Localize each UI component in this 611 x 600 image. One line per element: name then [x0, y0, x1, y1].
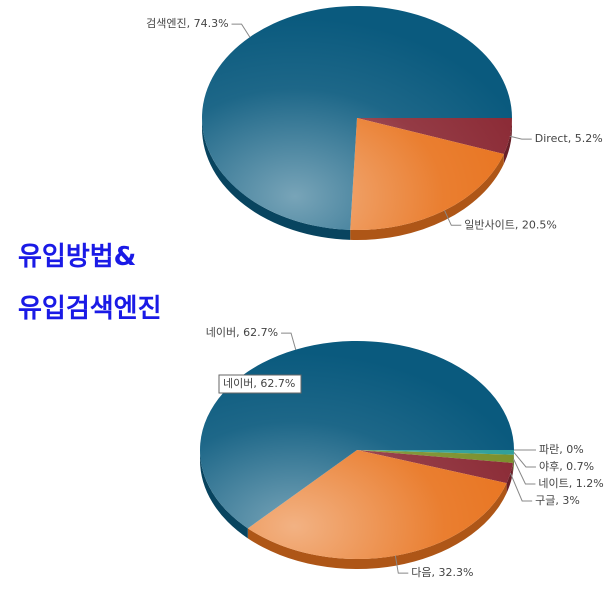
data-label: 일반사이트, 20.5%	[464, 217, 557, 231]
data-label: 야후, 0.7%	[539, 460, 594, 473]
pie-side	[202, 118, 351, 240]
data-label: 네이트, 1.2%	[538, 477, 603, 490]
leader-line	[509, 472, 533, 502]
data-label: 다음, 32.3%	[411, 566, 473, 579]
pie-side	[503, 118, 512, 164]
pie-shine	[200, 341, 514, 559]
leader-line	[444, 210, 462, 226]
data-label: Direct, 5.2%	[535, 132, 603, 145]
pie-side	[200, 450, 248, 539]
leader-line	[513, 458, 536, 485]
pie-side	[506, 462, 513, 494]
leader-line	[394, 555, 409, 574]
leader-line	[509, 135, 532, 140]
heading: 유입방법&	[18, 242, 136, 272]
pie-side	[247, 483, 507, 569]
leader-line	[231, 23, 251, 38]
tooltip-box	[218, 374, 302, 394]
leader-line	[513, 452, 536, 468]
heading: 유입검색엔진	[18, 294, 162, 324]
data-label: 네이버, 62.7%	[206, 326, 278, 339]
pie-side	[350, 153, 504, 241]
data-label: 검색엔진, 74.3%	[146, 17, 228, 30]
pie-shine	[202, 6, 512, 230]
tooltip: 네이버, 62.7%	[223, 377, 295, 390]
leader-line	[281, 332, 297, 350]
data-label: 파란, 0%	[539, 443, 584, 456]
data-label: 구글, 3%	[535, 494, 580, 507]
